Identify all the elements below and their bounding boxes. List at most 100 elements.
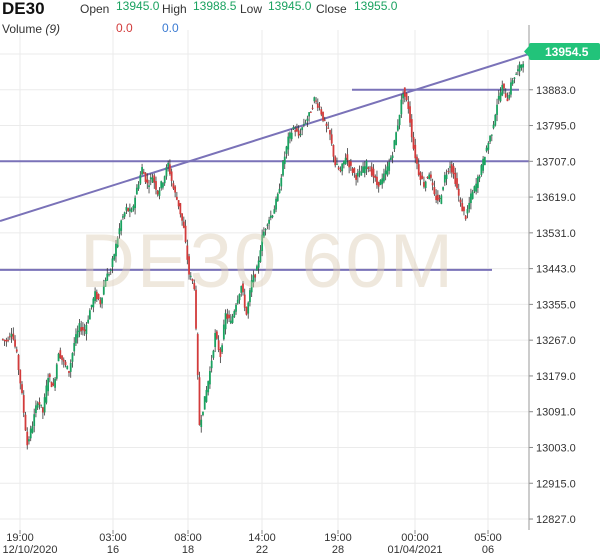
candle-down [431, 182, 434, 186]
candle-down [19, 369, 22, 384]
candle-down [423, 182, 425, 187]
y-tick-label: 13267.0 [536, 335, 576, 347]
open-label: Open [80, 2, 110, 16]
candle-down [461, 203, 464, 212]
candle-down [426, 176, 429, 178]
candle-up [108, 274, 110, 276]
candle-down [377, 181, 380, 187]
y-tick-label: 13883.0 [536, 85, 576, 97]
volume-param: (9) [45, 22, 61, 36]
candle-up [141, 167, 143, 175]
candle-up [362, 166, 364, 173]
candle-down [169, 164, 171, 175]
candle-up [275, 198, 277, 210]
candle-down [12, 333, 15, 340]
candle-down [322, 111, 324, 121]
close-value: 13955.0 [354, 0, 398, 13]
candle-down [184, 225, 187, 242]
x-tick-date: 06 [482, 544, 494, 556]
candle-up [343, 160, 345, 165]
candle-down [456, 178, 458, 189]
candle-down [355, 174, 357, 180]
y-tick-label: 13707.0 [536, 156, 576, 168]
candle-up [468, 202, 471, 210]
x-tick-time: 03:00 [99, 532, 127, 544]
candle-up [85, 324, 88, 335]
candle-down [294, 130, 297, 132]
candle-down [464, 215, 467, 220]
candle-up [57, 353, 60, 362]
candle-up [160, 181, 163, 189]
candle-up [449, 166, 451, 168]
candle-up [480, 165, 483, 175]
candle-down [182, 221, 185, 228]
candle-down [254, 274, 257, 278]
candle-up [207, 381, 210, 393]
candle-up [482, 158, 485, 171]
candle-up [214, 332, 217, 348]
candle-up [358, 170, 361, 173]
candle-up [379, 179, 382, 185]
candle-down [370, 166, 373, 176]
candle-down [409, 106, 411, 123]
candle-up [393, 140, 396, 149]
candle-up [122, 216, 124, 218]
candle-up [475, 183, 478, 192]
candle-up [398, 114, 401, 125]
candle-up [212, 350, 215, 358]
candle-down [14, 339, 16, 347]
candle-down [64, 361, 67, 366]
candle-down [334, 156, 337, 166]
candle-down [38, 402, 41, 405]
candle-down [297, 130, 300, 136]
candle-down [417, 164, 420, 175]
candle-down [320, 109, 323, 115]
candle-up [109, 269, 112, 271]
candle-up [257, 260, 260, 268]
candle-up [365, 160, 368, 170]
candle-down [296, 128, 298, 132]
candle-down [367, 167, 370, 169]
candle-up [276, 193, 279, 201]
candle-down [376, 176, 378, 186]
candle-up [249, 290, 251, 303]
candle-up [236, 299, 239, 304]
candle-down [61, 355, 63, 360]
candle-up [78, 323, 81, 332]
candle-up [282, 161, 284, 176]
x-tick-date: 01/04/2021 [387, 544, 442, 556]
candle-up [115, 243, 117, 257]
candle-up [92, 298, 95, 308]
candle-down [504, 93, 507, 98]
candle-up [87, 319, 90, 323]
candle-down [457, 188, 460, 196]
candle-down [311, 107, 314, 109]
candle-up [304, 122, 307, 124]
candle-up [210, 360, 213, 369]
candle-up [428, 174, 431, 180]
candle-up [118, 228, 121, 235]
candle-down [419, 172, 422, 180]
candle-up [278, 188, 281, 194]
y-tick-label: 12915.0 [536, 478, 576, 490]
candle-up [149, 177, 152, 180]
candle-up [499, 92, 502, 102]
candle-down [175, 196, 178, 200]
y-tick-label: 13443.0 [536, 264, 576, 276]
high-value: 13988.5 [193, 0, 237, 13]
candle-up [510, 82, 512, 95]
y-tick-label: 13531.0 [536, 228, 576, 240]
candle-down [52, 383, 55, 386]
candle-up [381, 178, 384, 185]
candle-down [62, 359, 65, 362]
candle-down [97, 294, 100, 300]
candle-up [424, 181, 427, 188]
candle-up [494, 114, 497, 126]
candle-down [95, 291, 98, 300]
candle-down [193, 282, 196, 290]
candle-down [245, 306, 248, 315]
candle-up [29, 428, 32, 439]
trendline [0, 53, 530, 223]
candle-down [219, 349, 222, 358]
